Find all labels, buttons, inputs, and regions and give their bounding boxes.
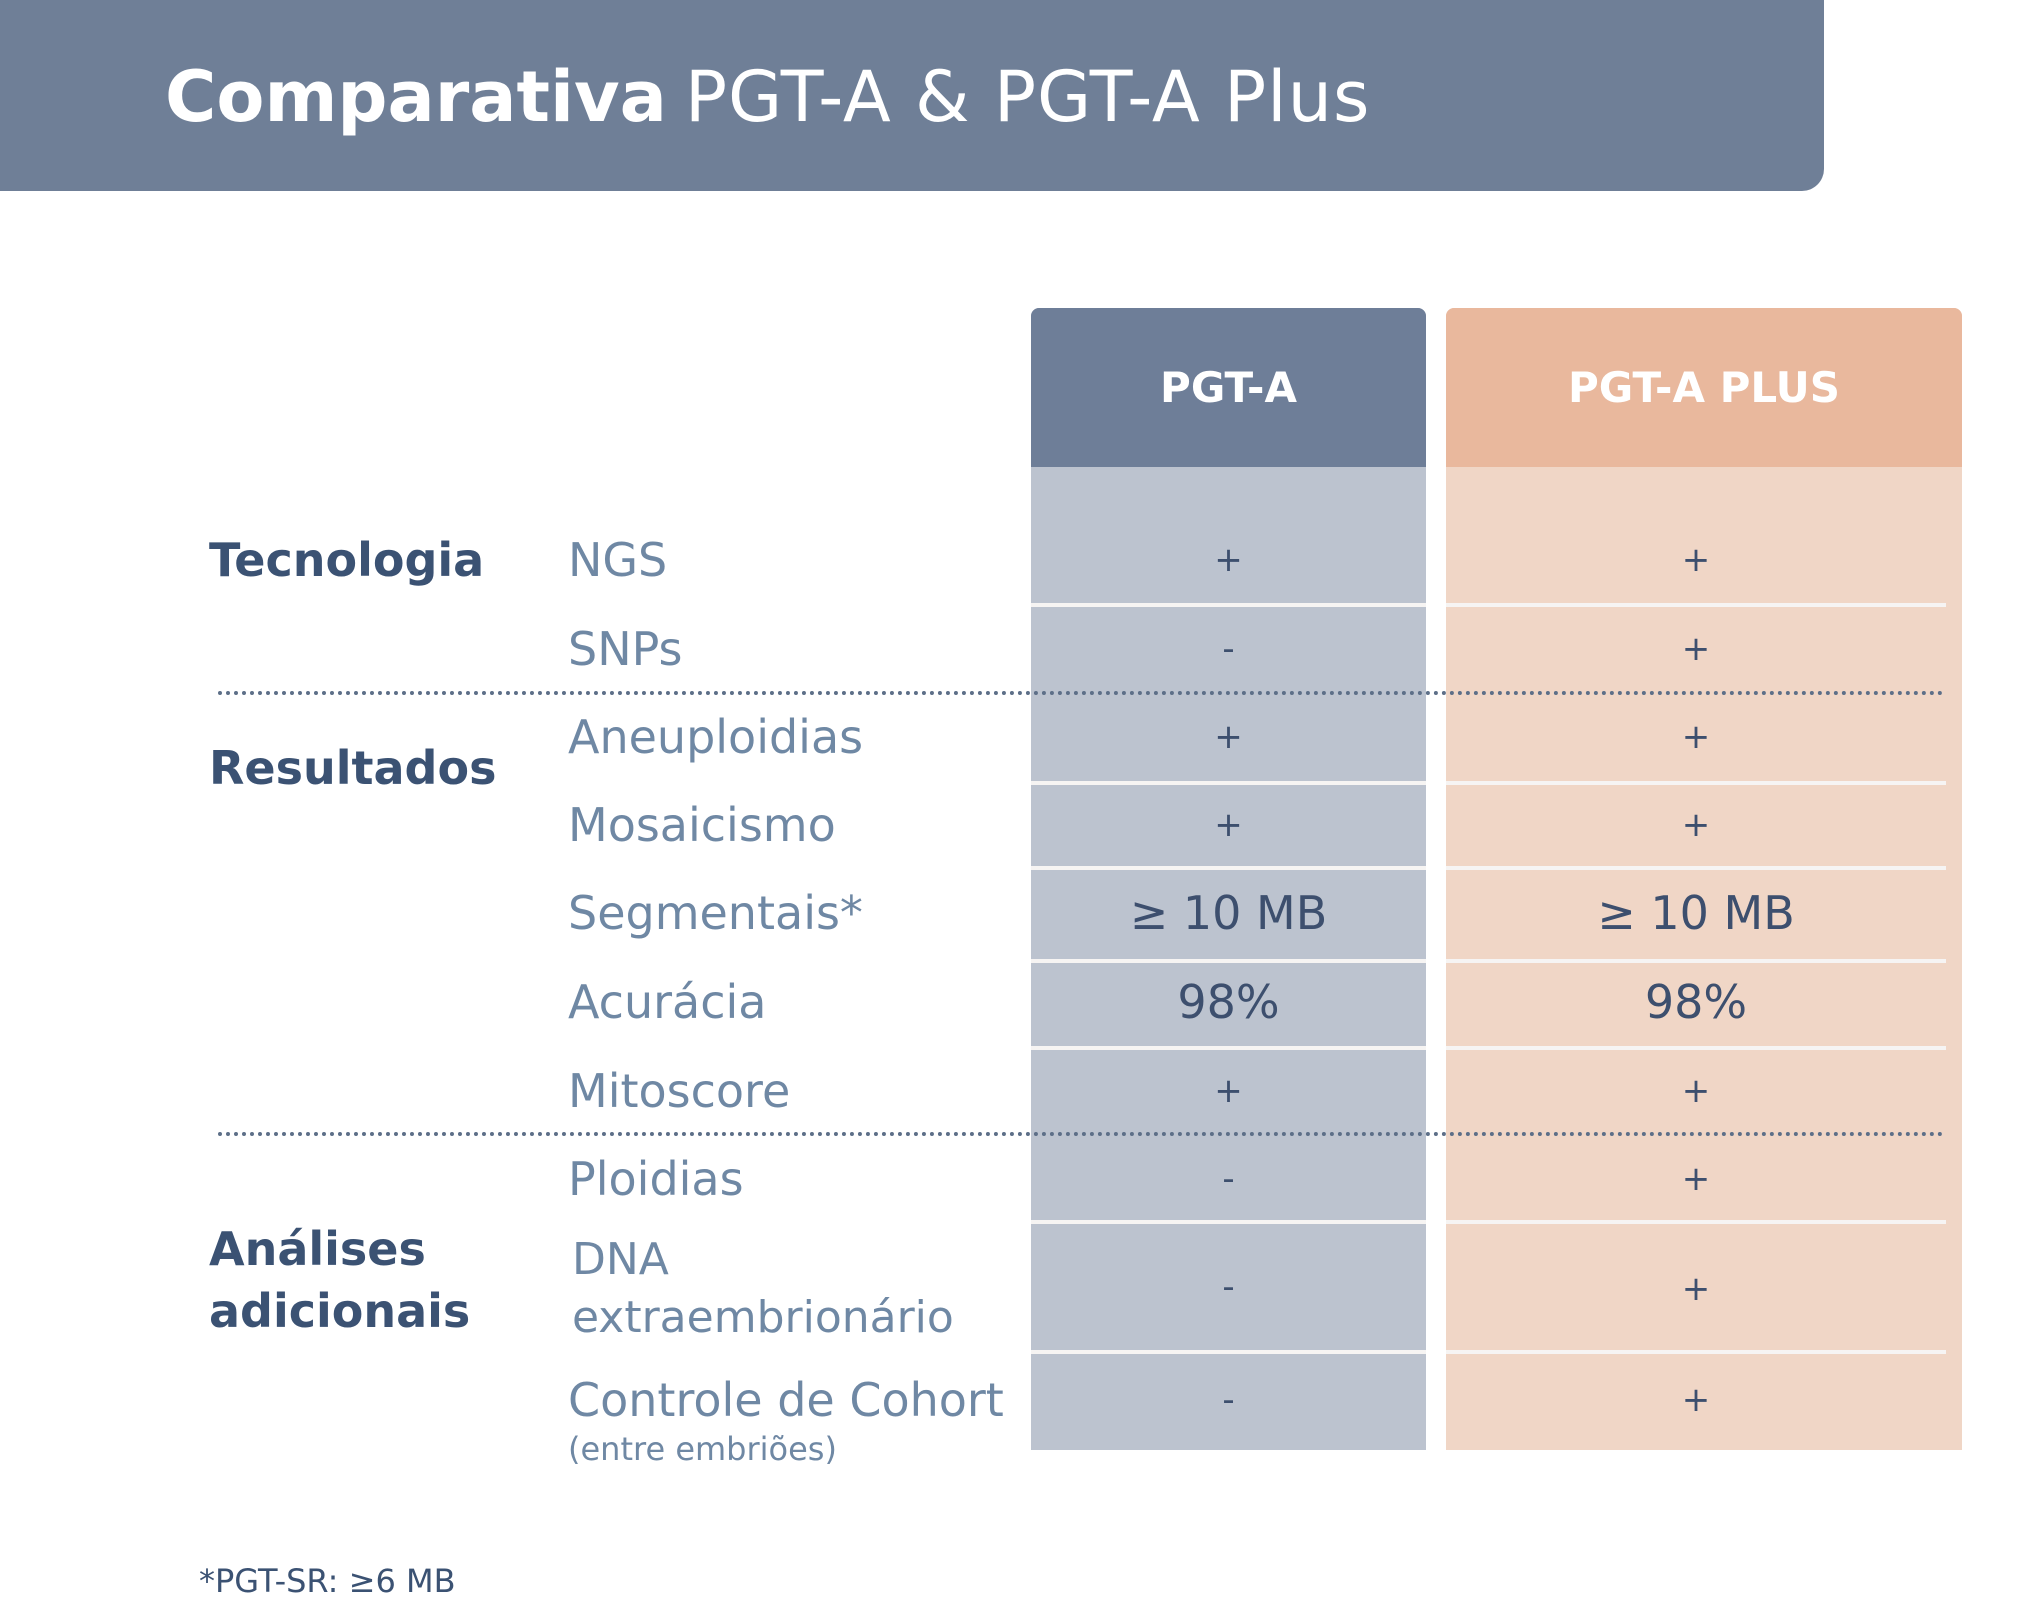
cell-plus-dna: +	[1681, 1269, 1711, 1309]
row-divider	[1446, 1220, 1946, 1224]
row-divider	[1446, 1350, 1946, 1354]
cell-pgta-ngs: +	[1214, 540, 1243, 580]
section-divider	[218, 1132, 1944, 1136]
cell-plus-cohort: +	[1681, 1380, 1711, 1420]
row-divider	[1446, 866, 1946, 870]
row-divider	[1031, 781, 1426, 785]
cell-pgta-dna: -	[1222, 1267, 1235, 1307]
cell-plus-aneuploidias: +	[1681, 717, 1711, 757]
column-pgta: PGT-A + - + + ≥ 10 MB 98% + - - -	[1031, 308, 1426, 1450]
row-label-ngs: NGS	[568, 533, 668, 587]
row-label-snps: SNPs	[568, 622, 683, 676]
column-header-pgta: PGT-A	[1031, 308, 1426, 467]
row-label-controle-cohort: Controle de Cohort (entre embriões)	[568, 1371, 1004, 1469]
cell-pgta-cohort: -	[1222, 1380, 1235, 1420]
row-label-dna-extraembrionario: DNA extraembrionário	[572, 1234, 954, 1343]
row-label-cohort-main: Controle de Cohort	[568, 1373, 1004, 1427]
row-label-mitoscore: Mitoscore	[568, 1064, 791, 1118]
row-divider	[1031, 1046, 1426, 1050]
column-header-pgta-plus: PGT-A PLUS	[1446, 308, 1962, 467]
cell-pgta-aneuploidias: +	[1214, 717, 1243, 757]
page-title: Comparativa PGT-A & PGT-A Plus	[165, 56, 1370, 138]
row-label-segmentais: Segmentais*	[568, 886, 863, 940]
cell-plus-mosaicismo: +	[1681, 805, 1711, 845]
row-label-aneuploidias: Aneuploidias	[568, 710, 864, 764]
title-banner	[0, 0, 1824, 191]
cell-pgta-mitoscore: +	[1214, 1071, 1243, 1111]
title-light: PGT-A & PGT-A Plus	[684, 56, 1371, 138]
row-divider	[1031, 603, 1426, 607]
row-label-acuracia: Acurácia	[568, 975, 767, 1029]
category-resultados: Resultados	[209, 741, 497, 795]
footnote: *PGT-SR: ≥6 MB	[199, 1562, 456, 1600]
category-tecnologia: Tecnologia	[209, 533, 485, 587]
cell-plus-mitoscore: +	[1681, 1071, 1711, 1111]
cell-plus-segmentais: ≥ 10 MB	[1597, 886, 1795, 940]
cell-plus-snps: +	[1681, 629, 1711, 669]
row-divider	[1031, 1350, 1426, 1354]
row-divider	[1446, 1046, 1946, 1050]
title-bold: Comparativa	[165, 56, 667, 138]
row-divider	[1446, 959, 1946, 963]
category-analises-adicionais: Análises adicionais	[209, 1222, 471, 1338]
row-label-ploidias: Ploidias	[568, 1152, 744, 1206]
row-label-cohort-sub: (entre embriões)	[568, 1430, 837, 1468]
column-pgta-plus: PGT-A PLUS + + + + ≥ 10 MB 98% + + + +	[1446, 308, 1962, 1450]
cell-pgta-acuracia: 98%	[1177, 975, 1280, 1029]
cell-pgta-snps: -	[1222, 629, 1235, 669]
row-label-mosaicismo: Mosaicismo	[568, 798, 836, 852]
row-divider	[1446, 781, 1946, 785]
cell-plus-ploidias: +	[1681, 1159, 1711, 1199]
cell-pgta-ploidias: -	[1222, 1159, 1235, 1199]
section-divider	[218, 691, 1944, 695]
cell-pgta-segmentais: ≥ 10 MB	[1129, 886, 1328, 940]
cell-pgta-mosaicismo: +	[1214, 805, 1243, 845]
row-divider	[1031, 1220, 1426, 1224]
cell-plus-acuracia: 98%	[1644, 975, 1748, 1029]
row-divider	[1446, 603, 1946, 607]
row-divider	[1031, 959, 1426, 963]
row-divider	[1031, 866, 1426, 870]
cell-plus-ngs: +	[1681, 540, 1711, 580]
